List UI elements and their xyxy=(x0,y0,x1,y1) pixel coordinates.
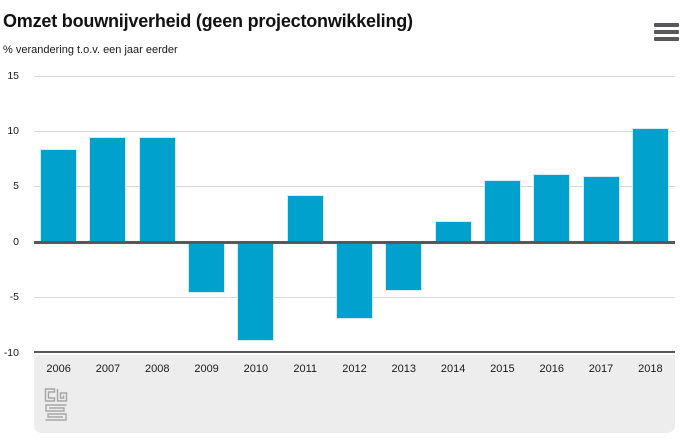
bar-2016[interactable] xyxy=(533,173,571,243)
cbs-logo xyxy=(44,388,68,421)
gridline-15 xyxy=(34,75,675,77)
y-axis: 15 10 5 0 -5 -10 xyxy=(0,70,19,359)
x-axis-label-2016: 2016 xyxy=(539,363,564,375)
bar-2008[interactable] xyxy=(138,136,176,243)
plot-area xyxy=(34,75,675,353)
x-axis-label-2018: 2018 xyxy=(638,363,663,375)
x-axis-label-2010: 2010 xyxy=(243,363,269,375)
x-axis-label-2015: 2015 xyxy=(490,363,515,375)
bar-2014[interactable] xyxy=(434,221,472,243)
gridline-10 xyxy=(34,130,675,132)
bar-2006[interactable] xyxy=(40,149,78,243)
bar-2013[interactable] xyxy=(385,242,423,291)
x-axis-label-2007: 2007 xyxy=(95,363,121,375)
bar-2009[interactable] xyxy=(188,242,226,294)
x-axis-label-2013: 2013 xyxy=(391,363,417,375)
y-axis-label-10: 10 xyxy=(7,124,19,137)
zero-line xyxy=(34,240,675,244)
y-axis-label--5: -5 xyxy=(9,291,19,304)
bar-2015[interactable] xyxy=(483,180,521,243)
x-axis-label-2011: 2011 xyxy=(293,363,317,375)
bar-2011[interactable] xyxy=(286,194,324,243)
bar-2018[interactable] xyxy=(631,128,669,243)
menu-button[interactable] xyxy=(654,23,679,42)
y-axis-label-15: 15 xyxy=(7,69,19,82)
x-axis-label-2006: 2006 xyxy=(46,363,71,375)
bar-2007[interactable] xyxy=(89,136,127,243)
bar-2010[interactable] xyxy=(237,242,275,341)
y-axis-label-0: 0 xyxy=(13,235,19,248)
chart-subtitle: % verandering t.o.v. een jaar eerder xyxy=(3,44,178,56)
y-axis-label--10: -10 xyxy=(3,346,19,359)
y-axis-label-5: 5 xyxy=(13,180,19,193)
bar-2012[interactable] xyxy=(336,242,373,319)
chart-title: Omzet bouwnijverheid (geen projectonwikk… xyxy=(3,11,413,31)
x-axis-label-2014: 2014 xyxy=(440,363,466,375)
x-axis-band: 2006 2007 2008 2009 2010 2011 2012 2013 2014 2015… xyxy=(34,355,675,433)
x-axis-label-2017: 2017 xyxy=(588,363,614,375)
x-axis-label-2012: 2012 xyxy=(342,363,367,375)
gridline-5 xyxy=(34,186,675,188)
x-axis-label-2008: 2008 xyxy=(145,363,170,375)
x-axis-label-2009: 2009 xyxy=(194,363,219,375)
bar-2017[interactable] xyxy=(582,175,620,243)
